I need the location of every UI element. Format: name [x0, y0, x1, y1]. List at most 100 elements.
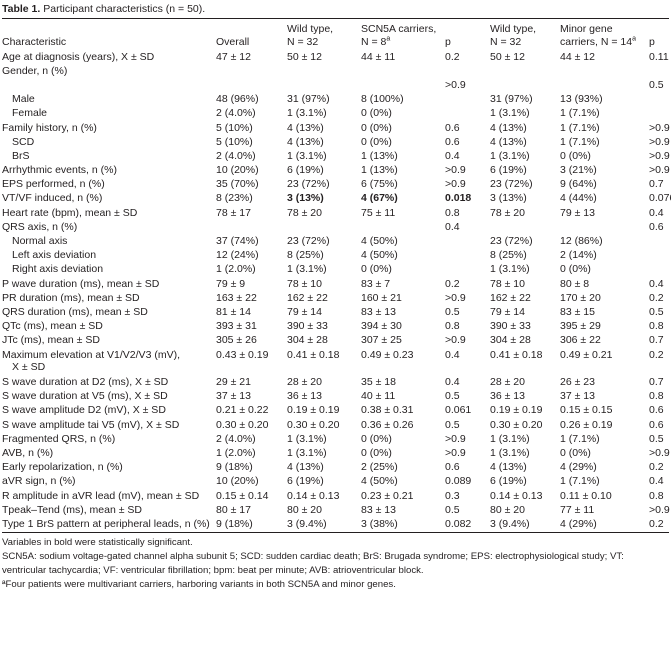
cell-overall: 35 (70%) [216, 178, 259, 191]
cell-wild-type-1: 4 (13%) [287, 461, 324, 474]
cell-wild-type-2: 1 (3.1%) [490, 446, 530, 459]
row-characteristic [2, 79, 216, 93]
cell-p-2: 0.4 [649, 277, 664, 290]
cell-p-1: 0.4 [445, 348, 460, 361]
cell-overall: 2 (4.0%) [216, 149, 256, 162]
cell-scn5a: 83 ± 13 [361, 305, 396, 318]
cell-p-1: 0.4 [445, 220, 460, 233]
cell-wild-type-2: 80 ± 20 [490, 503, 525, 516]
cell-minor-gene: 0 (0%) [560, 263, 591, 276]
cell-p-1: 0.5 [445, 390, 460, 403]
cell-p-2 [649, 65, 669, 79]
cell-wild-type-1: 1 (3.1%) [287, 263, 327, 276]
cell-p-1: >0.9 [445, 291, 466, 304]
cell-p-2: 0.2 [649, 291, 664, 304]
cell-minor-gene [560, 65, 649, 79]
cell-wild-type-1 [287, 65, 361, 79]
cell-p-2: 0.5 [649, 78, 664, 91]
cell-overall: 80 ± 17 [216, 503, 251, 516]
cell-scn5a: 4 (67%) [361, 192, 398, 205]
row-characteristic: EPS performed, n (%) [2, 178, 105, 191]
cell-wild-type-1: 390 ± 33 [287, 320, 328, 333]
cell-p-2: 0.2 [649, 517, 664, 530]
row-characteristic: VT/VF induced, n (%) [2, 192, 103, 205]
cell-minor-gene: 395 ± 29 [560, 320, 601, 333]
cell-minor-gene: 9 (64%) [560, 178, 597, 191]
cell-minor-gene: 80 ± 8 [560, 277, 590, 290]
cell-p-2: 0.4 [649, 475, 664, 488]
table-row: PR duration (ms), mean ± SD 163 ± 22 162 ±… [2, 292, 669, 306]
row-characteristic: P wave duration (ms), mean ± SD [2, 277, 160, 290]
cell-p-2: 0.8 [649, 320, 664, 333]
header-row: Characteristic Overall Wild type, N = 32 … [2, 19, 669, 51]
cell-overall: 0.30 ± 0.20 [216, 418, 269, 431]
row-characteristic: Gender, n (%) [2, 64, 68, 77]
row-characteristic: S wave amplitude tai V5 (mV), X ± SD [2, 418, 180, 431]
cell-overall: 393 ± 31 [216, 320, 257, 333]
cell-wild-type-2: 4 (13%) [490, 121, 527, 134]
cell-scn5a: 0 (0%) [361, 263, 392, 276]
cell-wild-type-1: 80 ± 20 [287, 503, 322, 516]
cell-minor-gene: 1 (7.1%) [560, 107, 600, 120]
table-figure: Table 1. Participant characteristics (n … [2, 3, 671, 590]
cell-wild-type-1: 79 ± 14 [287, 305, 322, 318]
cell-wild-type-2: 31 (97%) [490, 93, 533, 106]
table-row: Left axis deviation 12 (24%) 8 (25%) 4 (50%… [2, 249, 669, 263]
cell-wild-type-2: 78 ± 20 [490, 206, 525, 219]
cell-minor-gene: 37 ± 13 [560, 390, 595, 403]
cell-p-1: 0.4 [445, 149, 460, 162]
cell-wild-type-1: 23 (72%) [287, 178, 330, 191]
row-characteristic: Fragmented QRS, n (%) [2, 432, 116, 445]
cell-minor-gene: 1 (7.1%) [560, 121, 600, 134]
table-row: AVB, n (%) 1 (2.0%) 1 (3.1%) 0 (0%) >0.9 1 (3… [2, 446, 670, 461]
cell-wild-type-1: 3 (9.4%) [287, 517, 327, 530]
cell-p-1: 0.018 [445, 192, 472, 205]
cell-scn5a: 83 ± 7 [361, 277, 391, 290]
cell-p-2: >0.9 [649, 164, 670, 177]
row-characteristic: Family history, n (%) [2, 121, 97, 134]
cell-p-1: >0.9 [445, 334, 466, 347]
table-row: Gender, n (%) [2, 65, 669, 79]
row-characteristic: QRS duration (ms), mean ± SD [2, 305, 148, 318]
cell-p-1 [445, 235, 490, 249]
cell-minor-gene: 26 ± 23 [560, 376, 595, 389]
table-row: Female 2 (4.0%) 1 (3.1%) 0 (0%) 1 (3.1%) 1 (7… [2, 107, 669, 121]
cell-wild-type-2: 79 ± 14 [490, 305, 525, 318]
table-body: Age at diagnosis (years), X ± SD 47 ± 12 5… [2, 51, 671, 533]
cell-overall: 29 ± 21 [216, 376, 251, 389]
cell-minor-gene: 77 ± 11 [560, 503, 595, 516]
cell-scn5a: 0.49 ± 0.23 [361, 348, 414, 361]
footnote-abbreviations: SCN5A: sodium voltage-gated channel alph… [2, 551, 624, 576]
cell-wild-type-1: 8 (25%) [287, 249, 324, 262]
row-characteristic: Tpeak–Tend (ms), mean ± SD [2, 503, 142, 516]
cell-overall: 5 (10%) [216, 121, 253, 134]
footnote-multivariant: ªFour patients were multivariant carrier… [2, 578, 396, 590]
cell-wild-type-2: 6 (19%) [490, 475, 527, 488]
cell-minor-gene: 83 ± 15 [560, 305, 595, 318]
cell-p-1 [445, 263, 490, 277]
col-header-minor-gene: Minor gene carriers, N = 14a [560, 23, 636, 48]
table-row: JTc (ms), mean ± SD 305 ± 26 304 ± 28 307 ±… [2, 334, 669, 348]
table-row: Fragmented QRS, n (%) 2 (4.0%) 1 (3.1%) 0 (… [2, 433, 669, 447]
cell-overall: 0.21 ± 0.22 [216, 404, 269, 417]
cell-minor-gene [560, 221, 649, 235]
cell-minor-gene: 79 ± 13 [560, 206, 595, 219]
cell-overall: 305 ± 26 [216, 334, 257, 347]
table-title: Participant characteristics (n = 50). [43, 3, 206, 15]
cell-p-2: >0.9 [649, 121, 670, 134]
cell-p-2: 0.7 [649, 334, 664, 347]
participant-table: Characteristic Overall Wild type, N = 32 … [2, 19, 671, 533]
cell-wild-type-1: 0.14 ± 0.13 [287, 489, 340, 502]
cell-overall: 12 (24%) [216, 249, 259, 262]
table-row: QTc (ms), mean ± SD 393 ± 31 390 ± 33 394 ±… [2, 320, 669, 334]
footnote-significance: Variables in bold were statistically sig… [2, 537, 193, 549]
cell-wild-type-2: 28 ± 20 [490, 376, 525, 389]
row-characteristic: S wave duration at V5 (ms), X ± SD [2, 390, 168, 403]
cell-p-2: 0.6 [649, 404, 664, 417]
cell-p-1: 0.8 [445, 206, 460, 219]
cell-p-2: >0.9 [649, 446, 670, 459]
row-characteristic: S wave amplitude D2 (mV), X ± SD [2, 404, 166, 417]
cell-minor-gene: 0.49 ± 0.21 [560, 348, 613, 361]
row-characteristic: BrS [12, 149, 30, 162]
col-header-wild-type-2: Wild type, N = 32 [490, 23, 537, 48]
